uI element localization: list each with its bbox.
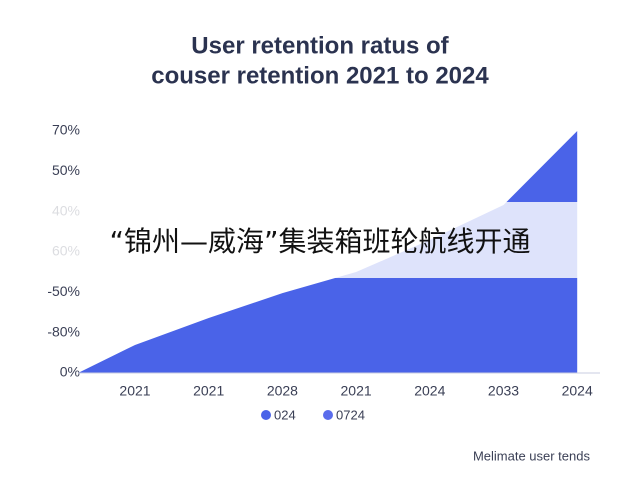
legend-marker (261, 410, 271, 420)
area (78, 131, 578, 373)
legend-label: 024 (274, 407, 296, 422)
x-tick-label: 2021 (341, 383, 372, 399)
x-tick-label: 2028 (267, 383, 298, 399)
chart-title: User retention ratus of (191, 32, 449, 59)
footnote: Melimate user tends (473, 448, 591, 463)
y-tick-label: 50% (52, 162, 80, 178)
y-tick-label: 70% (52, 122, 80, 138)
banner-band (0, 202, 640, 278)
chart-title: couser retention 2021 to 2024 (151, 62, 489, 89)
y-tick-label: 0% (60, 364, 80, 380)
y-tick-label: -50% (47, 283, 80, 299)
x-tick-label: 2033 (488, 383, 519, 399)
legend-marker (323, 410, 333, 420)
x-tick-label: 2021 (193, 383, 224, 399)
x-tick-label: 2021 (119, 383, 150, 399)
legend-label: 0724 (336, 407, 365, 422)
x-tick-label: 2024 (414, 383, 445, 399)
banner-text: “锦州—威海”集装箱班轮航线开通 (109, 225, 530, 258)
x-tick-label: 2024 (562, 383, 593, 399)
y-tick-label: -80% (47, 323, 80, 339)
